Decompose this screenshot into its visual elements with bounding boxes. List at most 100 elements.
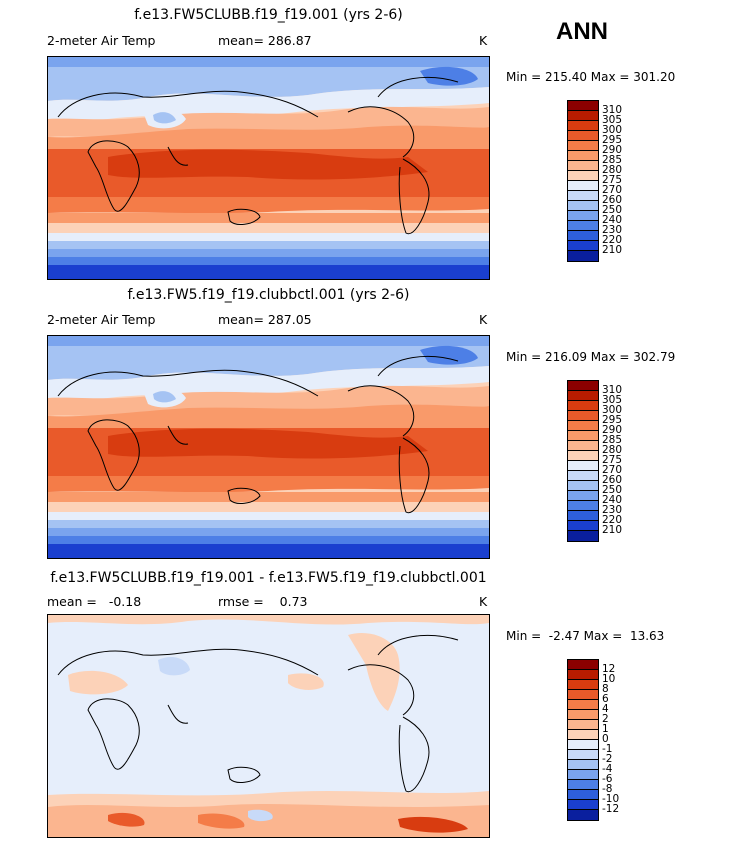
colorbar-swatch: [568, 790, 598, 800]
panel-2-units-label: K: [479, 312, 488, 327]
panel-1-title: f.e13.FW5CLUBB.f19_f19.001 (yrs 2-6): [134, 7, 403, 23]
colorbar-tick-label: 260: [602, 194, 623, 206]
colorbar-swatch: [568, 531, 598, 541]
colorbar-tick-label: 240: [602, 494, 623, 506]
colorbar-swatch: [568, 750, 598, 760]
colorbar-swatch: [568, 411, 598, 421]
colorbar-swatch: [568, 381, 598, 391]
colorbar-tick-label: 12: [602, 663, 616, 675]
colorbar-swatch: [568, 121, 598, 131]
colorbar-swatch: [568, 720, 598, 730]
colorbar-swatch: [568, 700, 598, 710]
colorbar-swatch: [568, 241, 598, 251]
panel-2-minmax: Min = 216.09 Max = 302.79: [506, 350, 676, 364]
colorbar-swatch: [568, 171, 598, 181]
panel-3-title: f.e13.FW5CLUBB.f19_f19.001 - f.e13.FW5.f…: [50, 570, 487, 586]
panel-2-colorbar-ticks: 310 305 300 295 290 285 280 275 270 260 250 240 230 2…: [602, 384, 623, 536]
colorbar-swatch: [568, 461, 598, 471]
panel-1-minmax: Min = 215.40 Max = 301.20: [506, 70, 676, 84]
panel-2-map-field: [48, 336, 489, 558]
panel-1-variable-label: 2-meter Air Temp: [47, 33, 156, 48]
panel-1-colorbar-ticks: 310 305 300 295 290 285 280 275 270 260 250 240 230 2…: [602, 104, 623, 256]
colorbar-tick-label: 280: [602, 164, 623, 176]
colorbar-tick-label: -6: [602, 773, 613, 785]
colorbar-tick-label: 290: [602, 424, 623, 436]
panel-3-mean-label: mean = -0.18: [47, 594, 142, 609]
colorbar-tick-label: 210: [602, 244, 623, 256]
colorbar-swatch: [568, 680, 598, 690]
colorbar-swatch: [568, 810, 598, 820]
colorbar-swatch: [568, 730, 598, 740]
panel-3-map: [47, 614, 490, 838]
colorbar-tick-label: 275: [602, 174, 623, 186]
colorbar-swatch: [568, 521, 598, 531]
panel-3-rmse-label: rmse = 0.73: [218, 594, 308, 609]
colorbar-tick-label: 260: [602, 474, 623, 486]
colorbar-swatch: [568, 690, 598, 700]
colorbar-swatch: [568, 231, 598, 241]
season-label: ANN: [556, 18, 608, 45]
panel-3-colorbar: [567, 659, 599, 821]
colorbar-tick-label: 210: [602, 524, 623, 536]
colorbar-tick-label: 310: [602, 384, 623, 396]
colorbar-swatch: [568, 391, 598, 401]
colorbar-swatch: [568, 491, 598, 501]
panel-1-units-label: K: [479, 33, 488, 48]
colorbar-swatch: [568, 800, 598, 810]
panel-3-map-field: [48, 615, 489, 837]
colorbar-swatch: [568, 780, 598, 790]
colorbar-swatch: [568, 710, 598, 720]
colorbar-tick-label: 270: [602, 184, 623, 196]
colorbar-swatch: [568, 251, 598, 261]
panel-3-units-label: K: [479, 594, 488, 609]
colorbar-tick-label: 220: [602, 514, 623, 526]
colorbar-tick-label: 295: [602, 134, 623, 146]
colorbar-swatch: [568, 141, 598, 151]
panel-3-minmax: Min = -2.47 Max = 13.63: [506, 629, 665, 643]
colorbar-tick-label: 305: [602, 114, 623, 126]
colorbar-swatch: [568, 211, 598, 221]
colorbar-swatch: [568, 670, 598, 680]
panel-2-title: f.e13.FW5.f19_f19.clubbctl.001 (yrs 2-6): [127, 287, 410, 303]
colorbar-tick-label: 240: [602, 214, 623, 226]
colorbar-tick-label: 270: [602, 464, 623, 476]
colorbar-swatch: [568, 451, 598, 461]
colorbar-swatch: [568, 401, 598, 411]
colorbar-swatch: [568, 161, 598, 171]
colorbar-tick-label: -10: [602, 793, 620, 805]
colorbar-swatch: [568, 111, 598, 121]
colorbar-tick-label: 4: [602, 703, 609, 715]
colorbar-swatch: [568, 740, 598, 750]
colorbar-tick-label: -1: [602, 743, 613, 755]
panel-1-mean-label: mean= 286.87: [218, 33, 312, 48]
colorbar-tick-label: 8: [602, 683, 609, 695]
colorbar-tick-label: -2: [602, 753, 613, 765]
colorbar-swatch: [568, 201, 598, 211]
colorbar-tick-label: 300: [602, 404, 623, 416]
colorbar-tick-label: 230: [602, 504, 623, 516]
colorbar-tick-label: 280: [602, 444, 623, 456]
colorbar-swatch: [568, 481, 598, 491]
colorbar-tick-label: -4: [602, 763, 613, 775]
colorbar-tick-label: 275: [602, 454, 623, 466]
colorbar-swatch: [568, 151, 598, 161]
colorbar-tick-label: 305: [602, 394, 623, 406]
colorbar-tick-label: 6: [602, 693, 609, 705]
colorbar-tick-label: 10: [602, 673, 616, 685]
colorbar-swatch: [568, 770, 598, 780]
colorbar-swatch: [568, 221, 598, 231]
colorbar-tick-label: 250: [602, 484, 623, 496]
colorbar-tick-label: 300: [602, 124, 623, 136]
colorbar-tick-label: 0: [602, 733, 609, 745]
panel-2-mean-label: mean= 287.05: [218, 312, 312, 327]
colorbar-tick-label: -12: [602, 803, 620, 815]
colorbar-swatch: [568, 131, 598, 141]
colorbar-tick-label: -8: [602, 783, 613, 795]
colorbar-tick-label: 230: [602, 224, 623, 236]
panel-1-colorbar: [567, 100, 599, 262]
colorbar-tick-label: 310: [602, 104, 623, 116]
colorbar-swatch: [568, 441, 598, 451]
colorbar-swatch: [568, 471, 598, 481]
colorbar-swatch: [568, 501, 598, 511]
colorbar-tick-label: 1: [602, 723, 609, 735]
